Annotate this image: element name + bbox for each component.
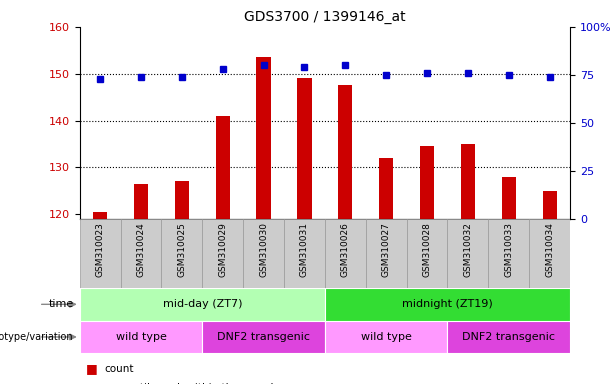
Text: midnight (ZT19): midnight (ZT19) xyxy=(402,299,493,310)
Bar xyxy=(80,219,121,288)
Text: DNF2 transgenic: DNF2 transgenic xyxy=(462,332,555,342)
Bar xyxy=(529,219,570,288)
Bar xyxy=(175,181,189,219)
Bar xyxy=(202,321,325,353)
Text: GSM310025: GSM310025 xyxy=(177,222,186,277)
Bar xyxy=(489,219,529,288)
Bar xyxy=(543,191,557,219)
Bar xyxy=(216,116,230,219)
Bar xyxy=(338,85,352,219)
Text: GSM310033: GSM310033 xyxy=(504,222,513,277)
Bar xyxy=(80,321,202,353)
Text: GSM310027: GSM310027 xyxy=(382,222,390,277)
Text: ■: ■ xyxy=(86,381,97,384)
Text: GSM310026: GSM310026 xyxy=(341,222,350,277)
Bar xyxy=(325,288,570,321)
Bar xyxy=(256,57,271,219)
Bar xyxy=(406,219,447,288)
Text: wild type: wild type xyxy=(361,332,411,342)
Bar xyxy=(284,219,325,288)
Bar xyxy=(420,146,434,219)
Bar xyxy=(134,184,148,219)
Text: mid-day (ZT7): mid-day (ZT7) xyxy=(162,299,242,310)
Bar xyxy=(161,219,202,288)
Text: wild type: wild type xyxy=(116,332,166,342)
Bar xyxy=(80,288,325,321)
Bar xyxy=(297,78,311,219)
Text: GSM310034: GSM310034 xyxy=(545,222,554,277)
Text: GSM310023: GSM310023 xyxy=(96,222,105,277)
Text: ■: ■ xyxy=(86,362,97,375)
Bar xyxy=(325,321,447,353)
Text: GSM310031: GSM310031 xyxy=(300,222,309,277)
Bar xyxy=(93,212,107,219)
Title: GDS3700 / 1399146_at: GDS3700 / 1399146_at xyxy=(244,10,406,25)
Bar xyxy=(447,219,489,288)
Text: time: time xyxy=(48,299,74,310)
Text: GSM310029: GSM310029 xyxy=(218,222,227,277)
Text: GSM310032: GSM310032 xyxy=(463,222,473,277)
Bar xyxy=(447,321,570,353)
Bar xyxy=(366,219,406,288)
Bar xyxy=(202,219,243,288)
Text: count: count xyxy=(104,364,134,374)
Text: GSM310024: GSM310024 xyxy=(137,222,145,277)
Text: percentile rank within the sample: percentile rank within the sample xyxy=(104,383,280,384)
Text: GSM310030: GSM310030 xyxy=(259,222,268,277)
Text: DNF2 transgenic: DNF2 transgenic xyxy=(217,332,310,342)
Bar xyxy=(501,177,516,219)
Bar xyxy=(243,219,284,288)
Text: GSM310028: GSM310028 xyxy=(422,222,432,277)
Bar xyxy=(379,158,394,219)
Bar xyxy=(461,144,475,219)
Text: genotype/variation: genotype/variation xyxy=(0,332,74,342)
Bar xyxy=(325,219,366,288)
Bar xyxy=(121,219,161,288)
